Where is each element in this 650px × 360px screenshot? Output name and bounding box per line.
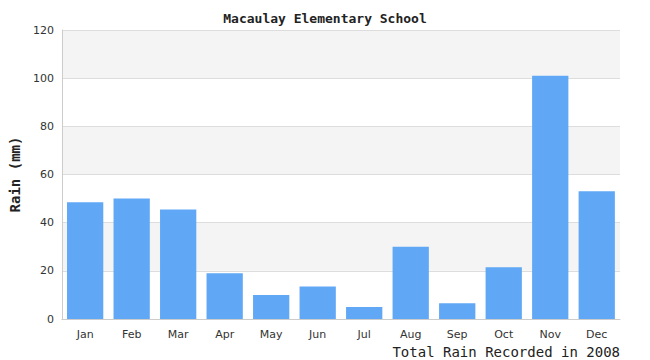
svg-text:Macaulay Elementary School: Macaulay Elementary School [223, 11, 427, 26]
svg-text:May: May [260, 328, 283, 341]
svg-text:100: 100 [33, 72, 54, 85]
svg-text:80: 80 [40, 120, 54, 133]
svg-text:Aug: Aug [400, 328, 421, 341]
svg-text:60: 60 [40, 168, 54, 181]
svg-text:Sep: Sep [447, 328, 468, 341]
svg-text:20: 20 [40, 264, 54, 277]
svg-text:Jul: Jul [357, 328, 371, 341]
svg-text:Feb: Feb [122, 328, 141, 341]
svg-text:Dec: Dec [586, 328, 607, 341]
svg-text:Jan: Jan [76, 328, 94, 341]
svg-text:120: 120 [33, 24, 54, 37]
svg-text:Apr: Apr [215, 328, 235, 341]
svg-text:Mar: Mar [168, 328, 189, 341]
svg-text:Nov: Nov [540, 328, 562, 341]
svg-text:Jun: Jun [308, 328, 326, 341]
svg-text:Oct: Oct [494, 328, 514, 341]
svg-text:0: 0 [47, 313, 54, 326]
svg-text:Rain (mm): Rain (mm) [7, 137, 23, 213]
svg-text:Total Rain Recorded in 2008: Total Rain Recorded in 2008 [392, 344, 620, 360]
svg-text:40: 40 [40, 216, 54, 229]
